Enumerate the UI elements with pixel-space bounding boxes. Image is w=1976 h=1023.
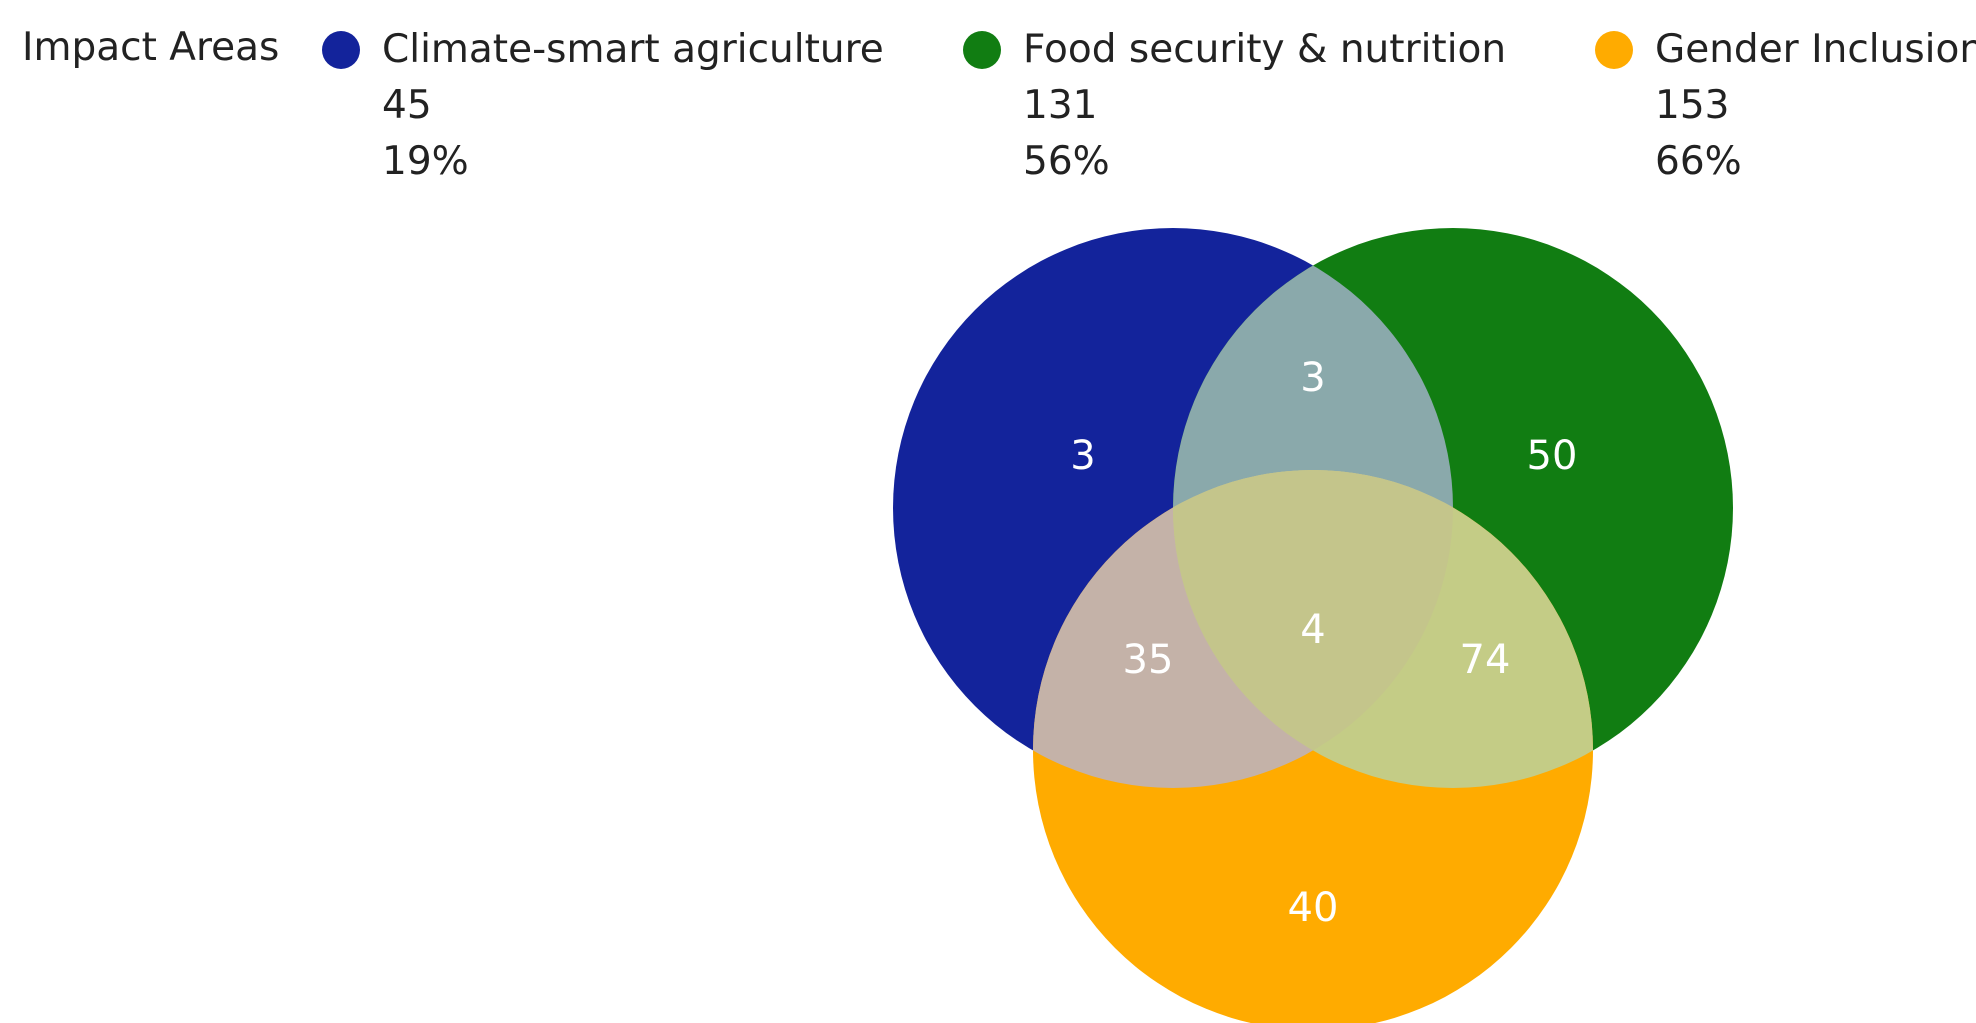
legend-label: Gender Inclusion: [1655, 27, 1976, 72]
venn-overlap-all[interactable]: [1033, 470, 1593, 1023]
legend-count: 153: [1655, 83, 1730, 128]
legend-label: Climate-smart agriculture: [382, 27, 884, 72]
venn-overlap-all-group: [1033, 470, 1593, 1023]
legend-swatch-food-security-nutrition: [963, 31, 1001, 69]
venn-overlap-all-inner: [1033, 470, 1593, 1023]
region-label-a-c: 35: [1123, 637, 1174, 683]
region-label-c: 40: [1288, 885, 1339, 931]
region-label-a: 3: [1070, 433, 1095, 479]
legend: Impact Areas Climate-smart agriculture 4…: [0, 0, 1976, 200]
legend-swatch-gender-inclusion: [1595, 31, 1633, 69]
region-label-a-b-c: 4: [1300, 607, 1325, 653]
legend-label: Food security & nutrition: [1023, 27, 1507, 72]
region-label-b-c: 74: [1460, 637, 1511, 683]
region-label-a-b: 3: [1300, 355, 1325, 401]
venn-shapes: [893, 228, 1733, 1023]
legend-count: 45: [382, 83, 432, 128]
venn-labels: 3 50 40 3 35 74 4: [1070, 355, 1577, 931]
legend-swatch-climate-smart-agriculture: [322, 31, 360, 69]
legend-count: 131: [1023, 83, 1098, 128]
legend-percent: 66%: [1655, 139, 1742, 184]
legend-title: Impact Areas: [22, 25, 280, 70]
region-label-b: 50: [1527, 433, 1578, 479]
legend-percent: 19%: [382, 139, 469, 184]
legend-percent: 56%: [1023, 139, 1110, 184]
